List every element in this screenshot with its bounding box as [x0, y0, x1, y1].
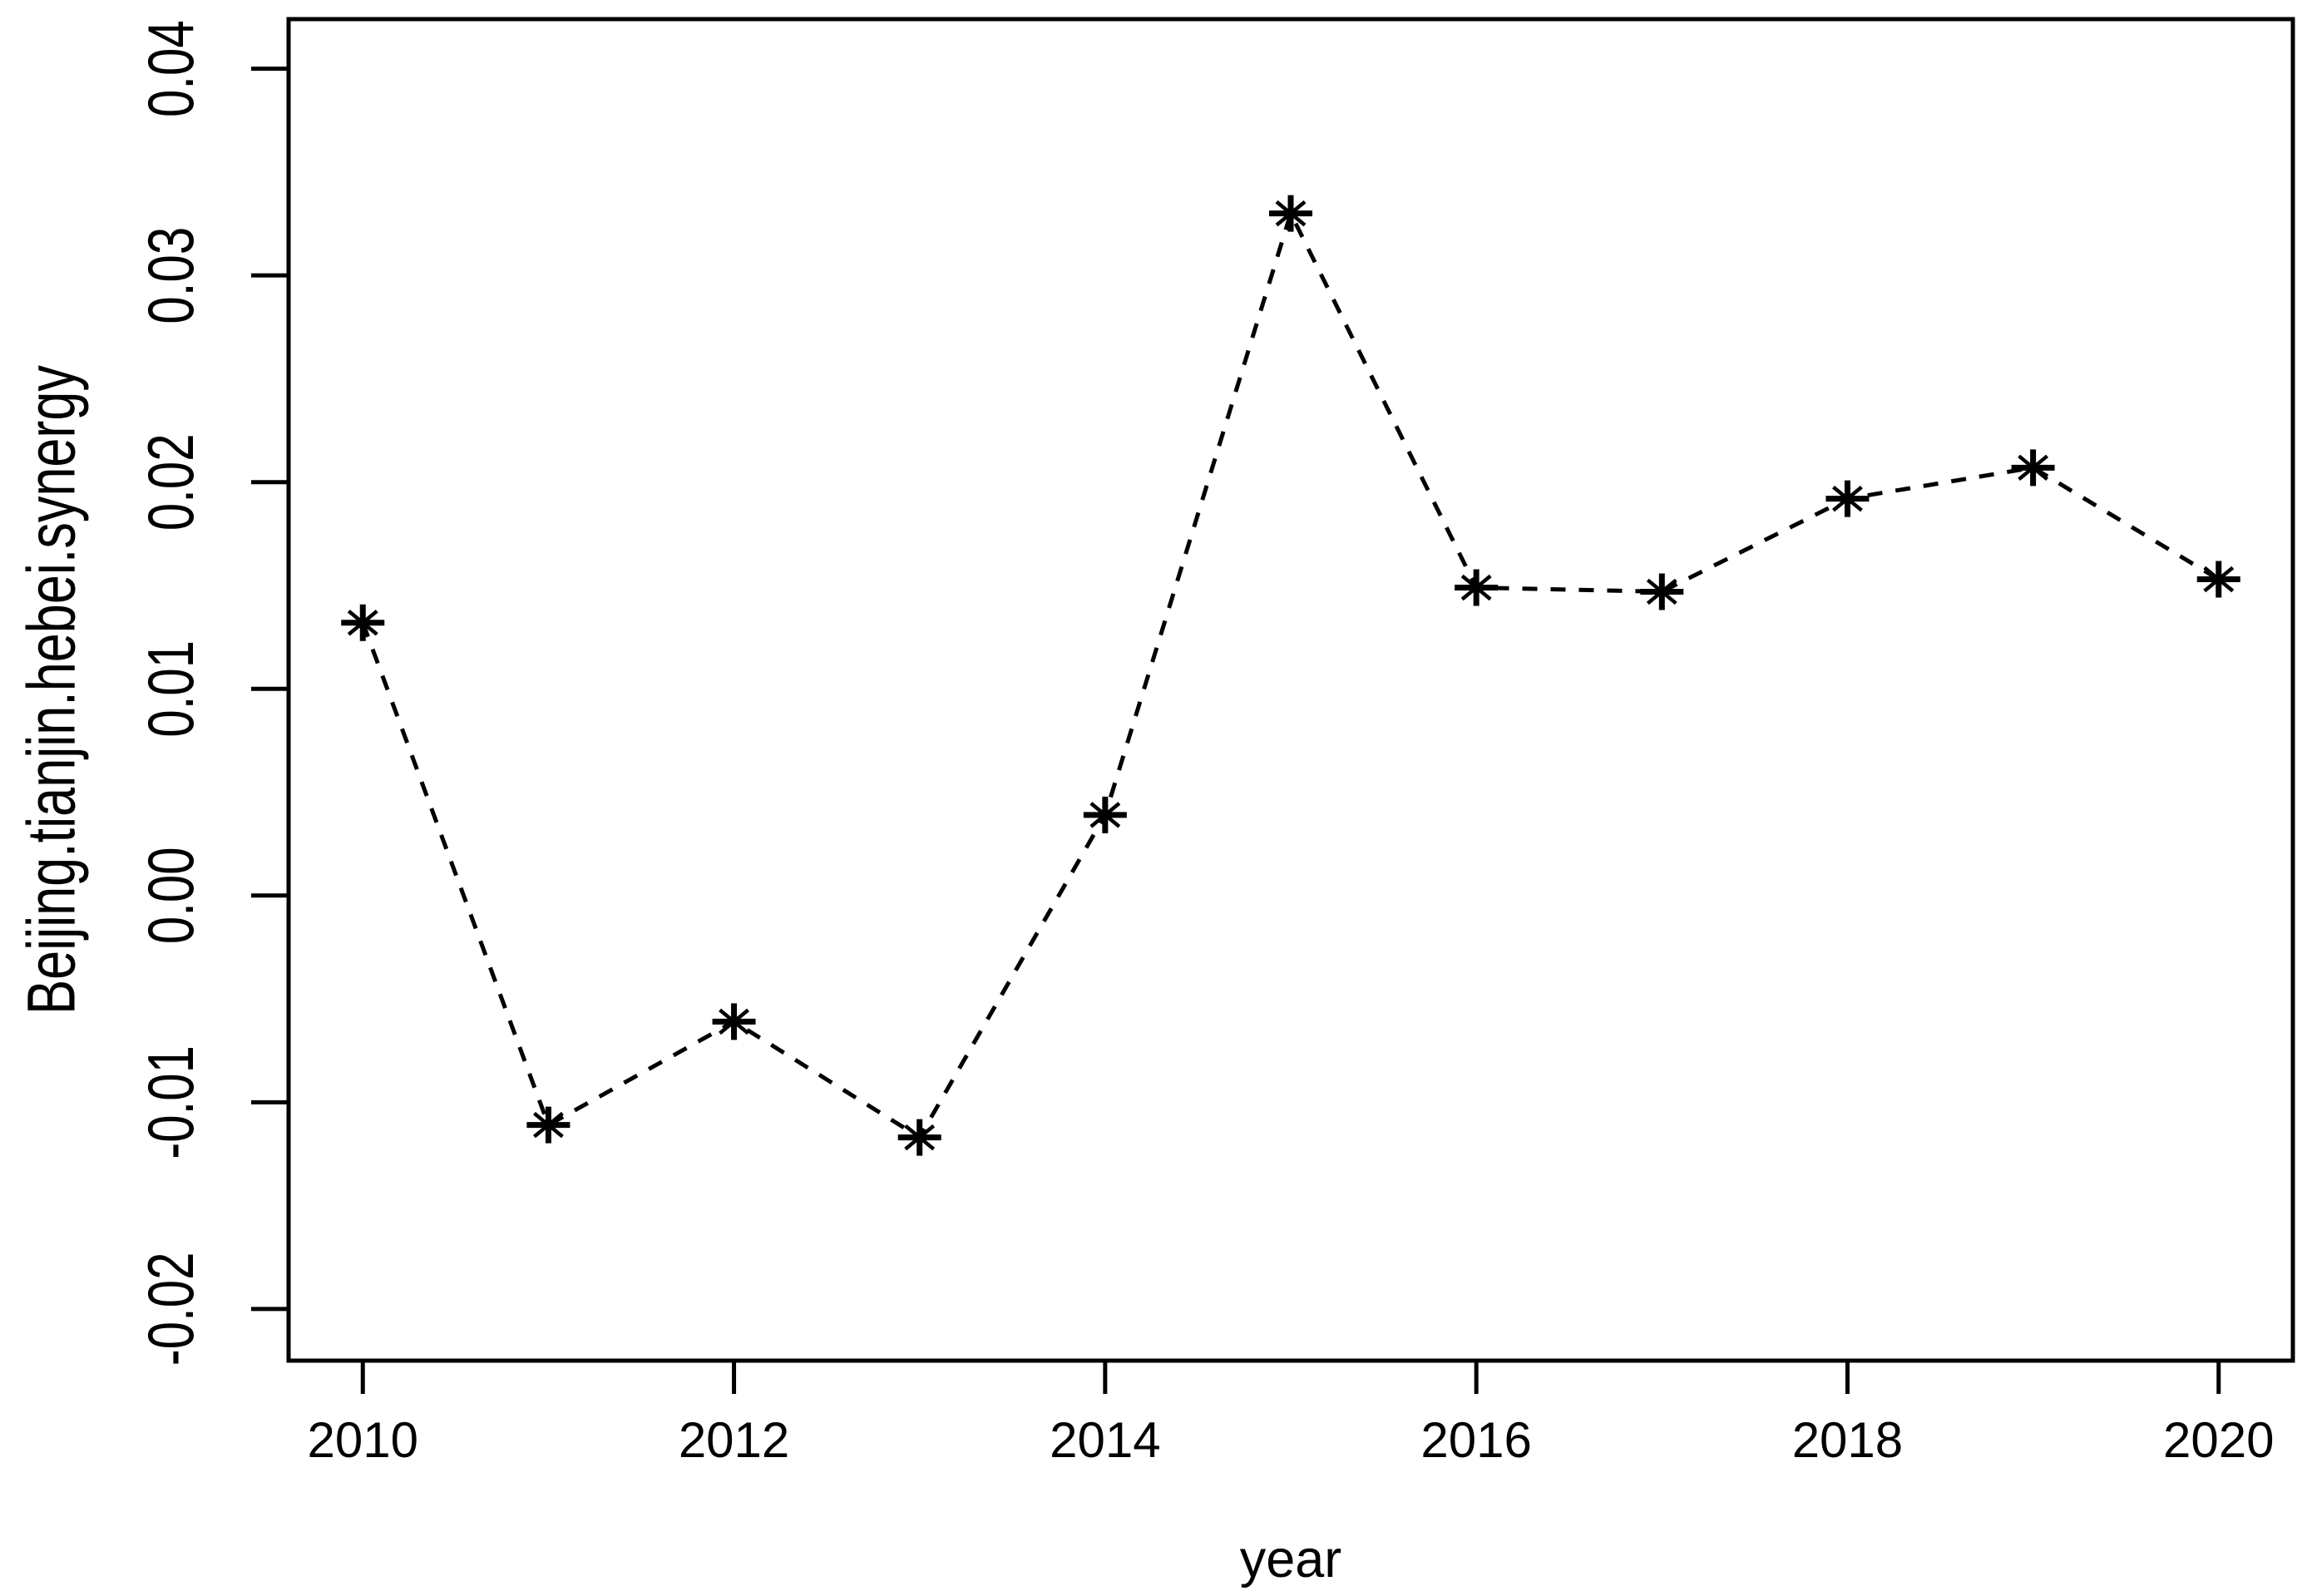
data-point-marker-2020 — [2196, 561, 2240, 598]
marker-cross-strokes — [904, 1124, 936, 1151]
x-axis-title: year — [1240, 1530, 1342, 1589]
y-tick-label: 0.01 — [134, 640, 206, 738]
x-tick-label: 2014 — [1050, 1412, 1160, 1468]
marker-cross-strokes — [1460, 574, 1492, 601]
y-tick-label: 0.03 — [134, 227, 206, 324]
data-point-marker-2013 — [897, 1119, 941, 1156]
marker-cross-strokes — [1646, 578, 1677, 605]
y-tick-label: -0.02 — [134, 1252, 206, 1366]
data-point-marker-2015 — [1269, 195, 1312, 232]
y-tick-label: 0.04 — [134, 20, 206, 117]
y-axis-title: Beijing.tianjin.hebei.synergy — [14, 365, 90, 1015]
series-line — [360, 207, 2221, 1141]
data-point-marker-2012 — [712, 1003, 756, 1040]
marker-cross-strokes — [347, 609, 378, 636]
x-tick-label: 2020 — [2163, 1412, 2274, 1468]
y-tick-label: 0.02 — [134, 433, 206, 531]
x-tick-label: 2012 — [679, 1412, 789, 1468]
data-point-marker-2011 — [526, 1106, 571, 1144]
axis-ticks — [251, 67, 2221, 1394]
x-tick-label: 2018 — [1792, 1412, 1903, 1468]
data-point-marker-2017 — [1640, 573, 1684, 610]
data-point-marker-2010 — [341, 604, 385, 641]
x-tick-label: 2010 — [308, 1412, 418, 1468]
series-line-layer — [360, 207, 2221, 1141]
y-tick-label: 0.00 — [134, 847, 206, 944]
x-tick-label: 2016 — [1420, 1412, 1531, 1468]
y-tick-label: -0.01 — [134, 1045, 206, 1159]
data-point-markers — [341, 195, 2240, 1156]
marker-cross-strokes — [2018, 454, 2049, 482]
marker-cross-strokes — [1832, 485, 1863, 512]
data-point-marker-2016 — [1455, 569, 1499, 606]
axis-tick-labels: 2010 2012 2014 2016 2018 2020 0.04 0.03 0.02 0.01… — [134, 20, 2274, 1468]
marker-cross-strokes — [719, 1008, 749, 1035]
data-point-marker-2014 — [1083, 796, 1127, 833]
data-point-marker-2019 — [2011, 449, 2055, 487]
marker-cross-strokes — [1089, 802, 1121, 828]
marker-cross-strokes — [1275, 200, 1307, 227]
marker-cross-strokes — [2203, 566, 2235, 593]
data-point-marker-2018 — [1825, 480, 1870, 517]
marker-cross-strokes — [532, 1111, 564, 1139]
